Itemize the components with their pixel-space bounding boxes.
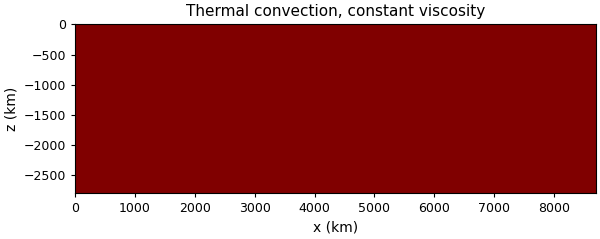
Title: Thermal convection, constant viscosity: Thermal convection, constant viscosity (186, 4, 485, 19)
X-axis label: x (km): x (km) (313, 221, 358, 235)
Y-axis label: z (km): z (km) (4, 87, 18, 131)
